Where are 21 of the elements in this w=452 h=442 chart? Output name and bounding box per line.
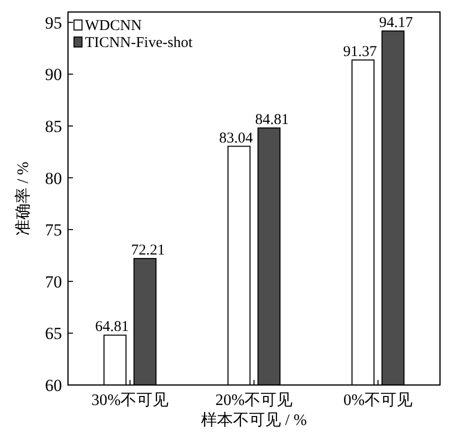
x-tick-label: 30%不可见 <box>91 392 169 409</box>
y-tick-label: 80 <box>45 168 62 188</box>
data-label: 84.81 <box>255 112 289 128</box>
data-label: 64.81 <box>95 319 129 336</box>
y-tick-label: 75 <box>45 220 62 240</box>
data-label: 91.37 <box>343 44 378 60</box>
x-tick-label: 0%不可见 <box>343 392 413 409</box>
y-tick-label: 65 <box>45 324 62 344</box>
x-tick-label: 20%不可见 <box>215 392 293 409</box>
legend-label: TICNN-Five-shot <box>85 35 194 51</box>
x-axis-title: 样本不可见 / % <box>201 411 307 429</box>
data-label: 72.21 <box>131 242 165 258</box>
y-tick-label: 60 <box>45 376 62 395</box>
y-tick-label: 95 <box>45 13 62 32</box>
y-tick-label: 90 <box>45 65 62 84</box>
y-tick-label: 85 <box>45 116 62 136</box>
y-axis-title: 准确率 / % <box>14 162 32 236</box>
legend-label: WDCNN <box>85 18 142 34</box>
y-tick-label: 70 <box>45 272 62 292</box>
data-label: 83.04 <box>219 130 254 146</box>
data-label: 94.17 <box>379 14 414 31</box>
